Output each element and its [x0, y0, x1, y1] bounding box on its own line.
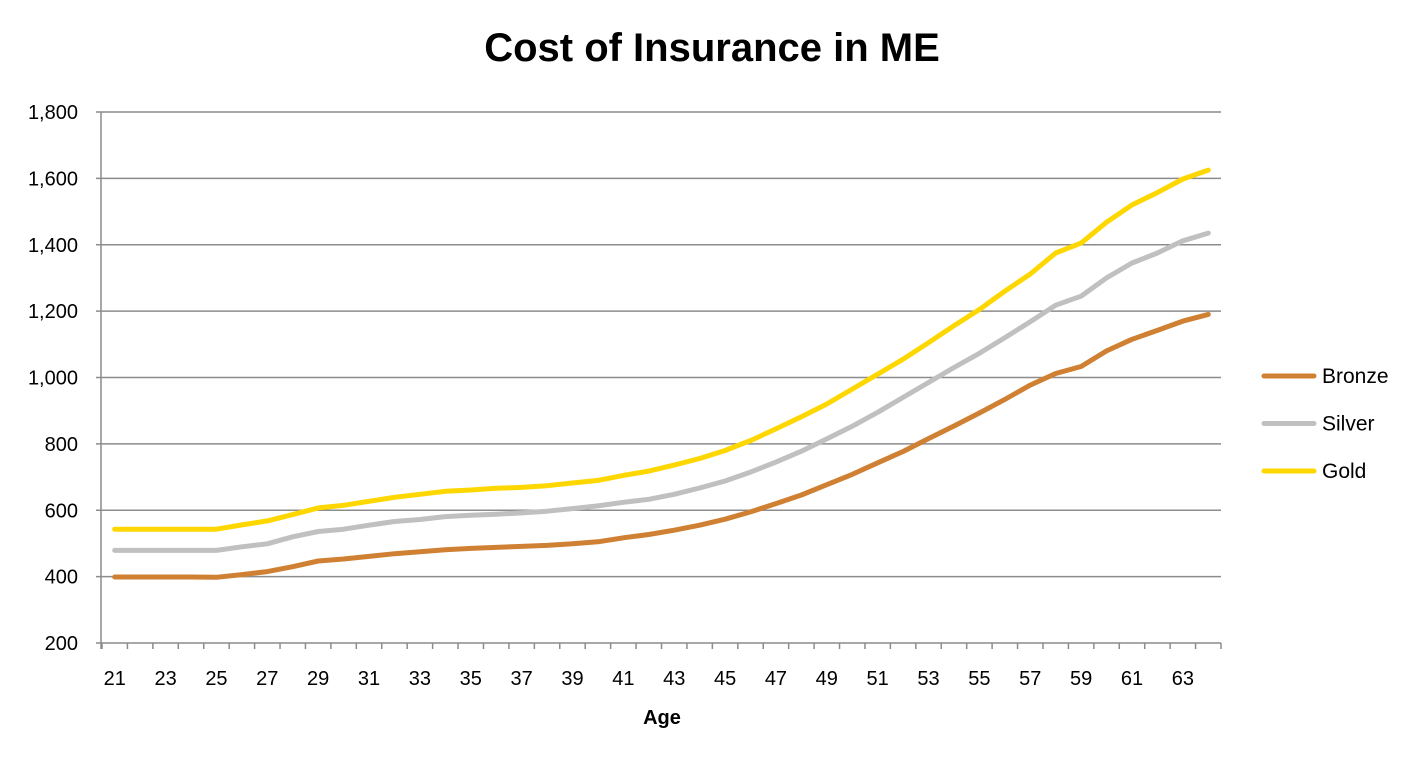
y-tick-label: 400: [45, 567, 78, 589]
x-tick-label: 57: [1019, 668, 1041, 690]
y-tick-label: 800: [45, 434, 78, 456]
y-tick-label: 600: [45, 500, 78, 522]
x-tick-label: 35: [460, 668, 482, 690]
x-tick-label: 25: [205, 668, 227, 690]
x-tick-label: 43: [663, 668, 685, 690]
legend: Bronze Silver Gold: [1261, 365, 1389, 483]
x-tick-label: 39: [561, 668, 583, 690]
x-tick-label: 37: [511, 668, 533, 690]
x-tick-label: 53: [917, 668, 939, 690]
y-tick-label: 1,400: [28, 235, 78, 257]
x-tick-label: 23: [154, 668, 176, 690]
series-line-gold: [112, 167, 1211, 532]
chart-title: Cost of Insurance in ME: [484, 26, 940, 70]
x-tick-label: 27: [256, 668, 278, 690]
series-line-bronze: [112, 311, 1211, 580]
series-lines: [112, 167, 1211, 580]
x-tick-label: 47: [765, 668, 787, 690]
x-tick-label: 45: [714, 668, 736, 690]
x-tick-label: 29: [307, 668, 329, 690]
legend-label-gold: Gold: [1322, 460, 1366, 483]
legend-label-silver: Silver: [1322, 413, 1375, 436]
x-tick-label: 49: [816, 668, 838, 690]
legend-label-bronze: Bronze: [1322, 365, 1389, 388]
x-tick-label: 55: [968, 668, 990, 690]
x-tick-label: 51: [867, 668, 889, 690]
x-axis-label: Age: [643, 707, 681, 729]
x-tick-label: 61: [1121, 668, 1143, 690]
x-tick-label: 31: [358, 668, 380, 690]
axes: 200 400 600 800 1,000 1,200 1,400 1,600 1,800 21 2…: [28, 102, 1222, 690]
y-tick-label: 1,000: [28, 368, 78, 390]
y-tick-label: 1,200: [28, 301, 78, 323]
x-tick-label: 59: [1070, 668, 1092, 690]
x-tick-label: 63: [1172, 668, 1194, 690]
y-tick-label: 200: [45, 633, 78, 655]
y-tick-label: 1,800: [28, 102, 78, 124]
y-tick-label: 1,600: [28, 168, 78, 190]
x-tick-label: 33: [409, 668, 431, 690]
x-tick-label: 41: [612, 668, 634, 690]
gridlines: [96, 111, 1221, 644]
x-tick-label: 21: [104, 668, 126, 690]
series-line-silver: [112, 230, 1211, 553]
